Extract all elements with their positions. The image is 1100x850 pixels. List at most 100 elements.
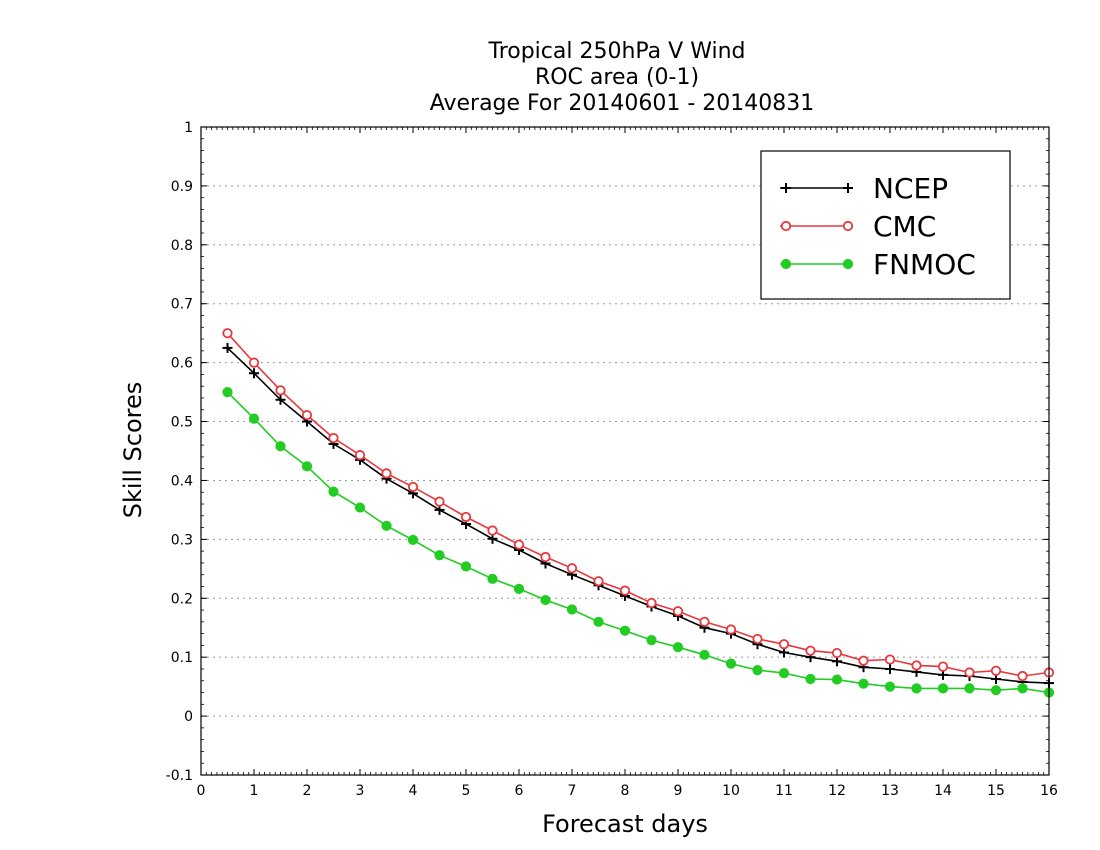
plot-frame bbox=[200, 126, 1050, 776]
y-tick-label: 0.9 bbox=[171, 179, 193, 195]
data-point bbox=[328, 486, 339, 497]
series-cmc bbox=[222, 328, 1055, 682]
data-point bbox=[328, 432, 339, 444]
data-point bbox=[275, 394, 286, 405]
data-point bbox=[460, 511, 472, 523]
data-point bbox=[248, 413, 260, 424]
legend-marker bbox=[843, 183, 853, 193]
data-point bbox=[752, 633, 763, 645]
x-tick-label: 16 bbox=[1040, 783, 1058, 799]
data-point bbox=[805, 645, 816, 656]
data-point bbox=[619, 625, 631, 636]
legend-box bbox=[760, 150, 1011, 300]
data-point bbox=[699, 649, 710, 660]
title-line-1: Tropical 250hPa V Wind bbox=[487, 39, 745, 64]
data-point bbox=[1017, 683, 1028, 694]
data-point bbox=[884, 654, 896, 665]
data-point bbox=[249, 368, 259, 379]
y-tick-label: 0.2 bbox=[171, 591, 193, 607]
data-point bbox=[593, 576, 604, 587]
data-point bbox=[381, 468, 392, 479]
data-point bbox=[699, 616, 710, 627]
y-tick-label: 0.7 bbox=[171, 297, 193, 313]
series-fnmoc bbox=[222, 386, 1055, 698]
data-point bbox=[566, 563, 578, 574]
legend-marker bbox=[781, 183, 791, 193]
data-point bbox=[619, 585, 631, 596]
data-point bbox=[725, 624, 737, 635]
y-tick-label: 0.8 bbox=[171, 238, 193, 254]
data-point bbox=[911, 683, 922, 694]
data-point bbox=[354, 450, 366, 461]
data-point bbox=[778, 667, 790, 679]
legend: NCEP CMC FNMOC bbox=[760, 150, 1011, 300]
data-point bbox=[513, 583, 525, 594]
x-tick-label: 1 bbox=[250, 783, 259, 799]
data-point bbox=[937, 661, 949, 672]
data-point bbox=[301, 409, 313, 421]
data-point bbox=[964, 667, 975, 678]
data-point bbox=[990, 685, 1002, 696]
data-point bbox=[381, 520, 392, 531]
y-tick-label: 0 bbox=[184, 709, 193, 725]
data-point bbox=[884, 681, 896, 692]
legend-label: NCEP bbox=[873, 172, 948, 205]
data-point bbox=[248, 357, 260, 368]
data-point bbox=[222, 386, 233, 398]
series-group bbox=[222, 328, 1055, 698]
data-point bbox=[487, 573, 498, 584]
data-point bbox=[778, 639, 790, 650]
y-tick-label: 0.1 bbox=[171, 650, 193, 666]
title-line-3: Average For 20140601 - 20140831 bbox=[430, 91, 815, 116]
data-point bbox=[275, 385, 286, 396]
data-point bbox=[407, 481, 419, 493]
x-tick-label: 12 bbox=[828, 783, 846, 799]
legend-label: FNMOC bbox=[873, 248, 976, 281]
data-point bbox=[301, 461, 313, 472]
x-tick-label: 8 bbox=[621, 783, 630, 799]
x-tick-label: 15 bbox=[987, 783, 1005, 799]
data-point bbox=[222, 328, 233, 339]
data-point bbox=[487, 525, 498, 536]
x-tick-label: 5 bbox=[462, 783, 471, 799]
data-point bbox=[222, 342, 233, 353]
x-tick-label: 2 bbox=[303, 783, 312, 799]
data-point bbox=[1017, 670, 1028, 682]
data-point bbox=[407, 534, 419, 546]
legend-item-fnmoc: FNMOC bbox=[780, 248, 976, 281]
data-point bbox=[354, 502, 366, 513]
data-point bbox=[593, 616, 604, 627]
legend-marker bbox=[842, 258, 854, 270]
data-point bbox=[434, 550, 445, 561]
data-point bbox=[937, 683, 949, 694]
data-point bbox=[885, 663, 895, 674]
series-ncep bbox=[222, 342, 1054, 689]
data-point bbox=[540, 594, 551, 606]
chart-title: Tropical 250hPa V Wind ROC area (0-1) Av… bbox=[430, 39, 815, 116]
axes: -0.100.10.20.30.40.50.60.70.80.910 1 2 3 4 5 6… bbox=[166, 120, 1058, 799]
series-line bbox=[226, 391, 1050, 694]
data-point bbox=[275, 441, 286, 452]
data-point bbox=[434, 496, 445, 507]
y-tick-label: 0.4 bbox=[171, 473, 193, 489]
y-tick-label: -0.1 bbox=[166, 768, 193, 784]
series-line bbox=[226, 347, 1050, 684]
legend-marker bbox=[842, 220, 854, 232]
x-tick-label: 14 bbox=[934, 783, 952, 799]
x-axis-title: Forecast days bbox=[542, 810, 708, 838]
x-tick-label: 11 bbox=[775, 783, 793, 799]
legend-item-cmc: CMC bbox=[780, 210, 936, 243]
data-point bbox=[911, 660, 922, 671]
data-point bbox=[672, 642, 684, 653]
data-point bbox=[725, 658, 737, 669]
data-point bbox=[858, 655, 869, 666]
legend-label: CMC bbox=[873, 210, 936, 243]
y-tick-label: 0.5 bbox=[171, 415, 193, 431]
x-tick-label: 4 bbox=[409, 783, 418, 799]
legend-items: NCEP CMC FNMOC bbox=[780, 172, 976, 281]
data-point bbox=[672, 606, 684, 617]
data-point bbox=[646, 597, 657, 609]
x-tick-label: 9 bbox=[674, 783, 683, 799]
legend-item-ncep: NCEP bbox=[780, 172, 948, 205]
